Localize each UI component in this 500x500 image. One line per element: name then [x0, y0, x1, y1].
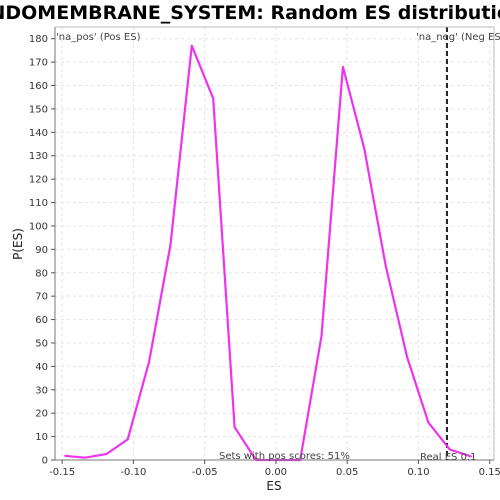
x-tick-label: 0.10 — [407, 467, 429, 478]
y-tick-label: 110 — [29, 198, 48, 209]
pos-scores-annotation: Sets with pos scores: 51% — [219, 451, 350, 462]
y-tick-label: 20 — [35, 409, 48, 420]
y-tick-label: 170 — [29, 58, 48, 69]
y-tick-label: 130 — [29, 151, 48, 162]
axes — [54, 26, 495, 461]
y-tick-label: 60 — [35, 315, 48, 326]
data-point — [105, 453, 108, 455]
y-tick-label: 150 — [29, 104, 48, 115]
pos-es-label: 'na_pos' (Pos ES) — [56, 32, 141, 43]
data-point — [64, 454, 66, 457]
y-tick-label: 100 — [29, 221, 48, 232]
x-tick-label: 0.15 — [479, 467, 500, 478]
chart-title: ENDOMEMBRANE_SYSTEM: Random ES distribut… — [0, 2, 500, 24]
y-tick-label: 0 — [42, 456, 48, 467]
y-tick-label: 80 — [35, 268, 48, 279]
x-tick-label: -0.05 — [192, 467, 218, 478]
real-es-label: Real ES 0.1 — [420, 452, 476, 463]
data-point — [191, 44, 193, 47]
y-tick-label: 40 — [35, 362, 48, 373]
y-axis-label: P(ES) — [11, 228, 25, 260]
y-tick-label: 10 — [35, 432, 48, 443]
data-point — [470, 455, 472, 458]
data-point — [342, 65, 344, 68]
y-tick-label: 50 — [35, 338, 48, 349]
x-tick-label: -0.15 — [49, 467, 75, 478]
x-axis-label: ES — [266, 479, 281, 493]
y-tick-label: 70 — [35, 292, 48, 303]
y-tick-label: 160 — [29, 81, 48, 92]
data-point — [427, 421, 430, 424]
neg-es-label: 'na_neg' (Neg ES) — [416, 32, 500, 43]
x-tick-label: -0.10 — [120, 467, 146, 478]
y-tick-label: 180 — [29, 34, 48, 45]
data-point — [406, 356, 408, 358]
data-point — [449, 448, 451, 451]
x-axis-ticks: -0.15 -0.10 -0.05 0.00 0.05 0.10 0.15 — [49, 460, 500, 478]
y-tick-label: 30 — [35, 385, 48, 396]
data-point — [233, 426, 236, 429]
y-tick-label: 140 — [29, 128, 48, 139]
data-point — [212, 97, 215, 100]
data-point — [363, 147, 366, 150]
data-point — [320, 335, 323, 337]
y-tick-label: 90 — [35, 245, 48, 256]
y-axis-ticks: 0 10 20 30 40 50 60 70 80 90 100 110 120 130 140 150 160… — [29, 34, 55, 467]
data-point — [148, 360, 150, 363]
plot-area — [55, 27, 494, 460]
data-point — [384, 264, 387, 267]
x-tick-label: 0.05 — [336, 467, 358, 478]
data-point — [84, 456, 86, 459]
grid — [55, 27, 494, 460]
x-tick-label: 0.00 — [265, 467, 287, 478]
data-point — [169, 243, 172, 246]
y-tick-label: 120 — [29, 175, 48, 186]
data-point — [126, 438, 129, 441]
